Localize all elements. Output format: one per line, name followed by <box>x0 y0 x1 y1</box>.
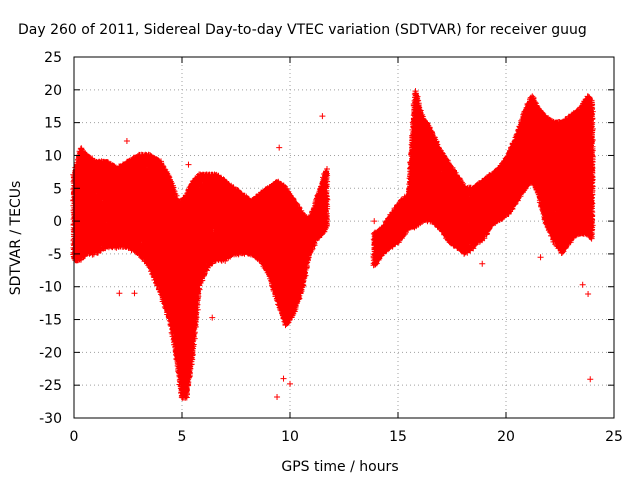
outlier-point <box>123 138 130 145</box>
x-axis-label: GPS time / hours <box>281 459 398 475</box>
outlier-point <box>319 113 326 120</box>
y-tick-label: -25 <box>39 378 62 394</box>
scatter-cluster-evening <box>370 88 596 269</box>
x-tick-label: 25 <box>605 429 623 445</box>
outlier-point <box>287 380 293 387</box>
outlier-point <box>209 314 216 321</box>
scatter-cluster-morning <box>70 145 331 401</box>
x-tick-label: 5 <box>178 429 187 445</box>
x-tick-label: 10 <box>281 429 299 445</box>
y-tick-label: -10 <box>39 280 62 296</box>
y-tick-label: -5 <box>48 247 62 263</box>
y-tick-label: 5 <box>53 181 62 197</box>
x-tick-label: 20 <box>497 429 515 445</box>
outlier-point <box>371 218 378 225</box>
y-tick-label: 25 <box>44 50 62 66</box>
y-tick-label: 0 <box>53 214 62 230</box>
y-tick-label: -20 <box>39 345 62 361</box>
plot-frame <box>73 56 615 419</box>
y-tick-label: 10 <box>44 148 62 164</box>
x-tick-label: 15 <box>389 429 407 445</box>
y-tick-label: -30 <box>39 411 62 427</box>
y-tick-label: 15 <box>44 116 62 132</box>
y-axis-label: SDTVAR / TECUs <box>8 181 24 296</box>
y-tick-label: -15 <box>39 313 62 329</box>
outlier-point <box>116 290 123 297</box>
y-tick-label: 20 <box>44 83 62 99</box>
outlier-point <box>280 375 287 382</box>
chart-title: Day 260 of 2011, Sidereal Day-to-day VTE… <box>18 22 587 38</box>
outlier-point <box>579 281 586 288</box>
outlier-point <box>274 393 281 400</box>
outlier-point <box>479 260 486 267</box>
outlier-point <box>185 161 192 168</box>
outlier-point <box>537 254 544 261</box>
outlier-point <box>585 290 592 297</box>
axis-ticks: 0 5 10 15 20 25 25 20 15 10 5 0 -5 -10 -15 -20 -25 -30 <box>39 50 623 445</box>
outlier-point <box>410 151 417 158</box>
outlier-point <box>587 376 594 383</box>
x-tick-label: 0 <box>70 429 79 445</box>
outlier-point <box>131 290 138 297</box>
data-points <box>70 88 596 401</box>
outlier-point <box>276 144 283 151</box>
